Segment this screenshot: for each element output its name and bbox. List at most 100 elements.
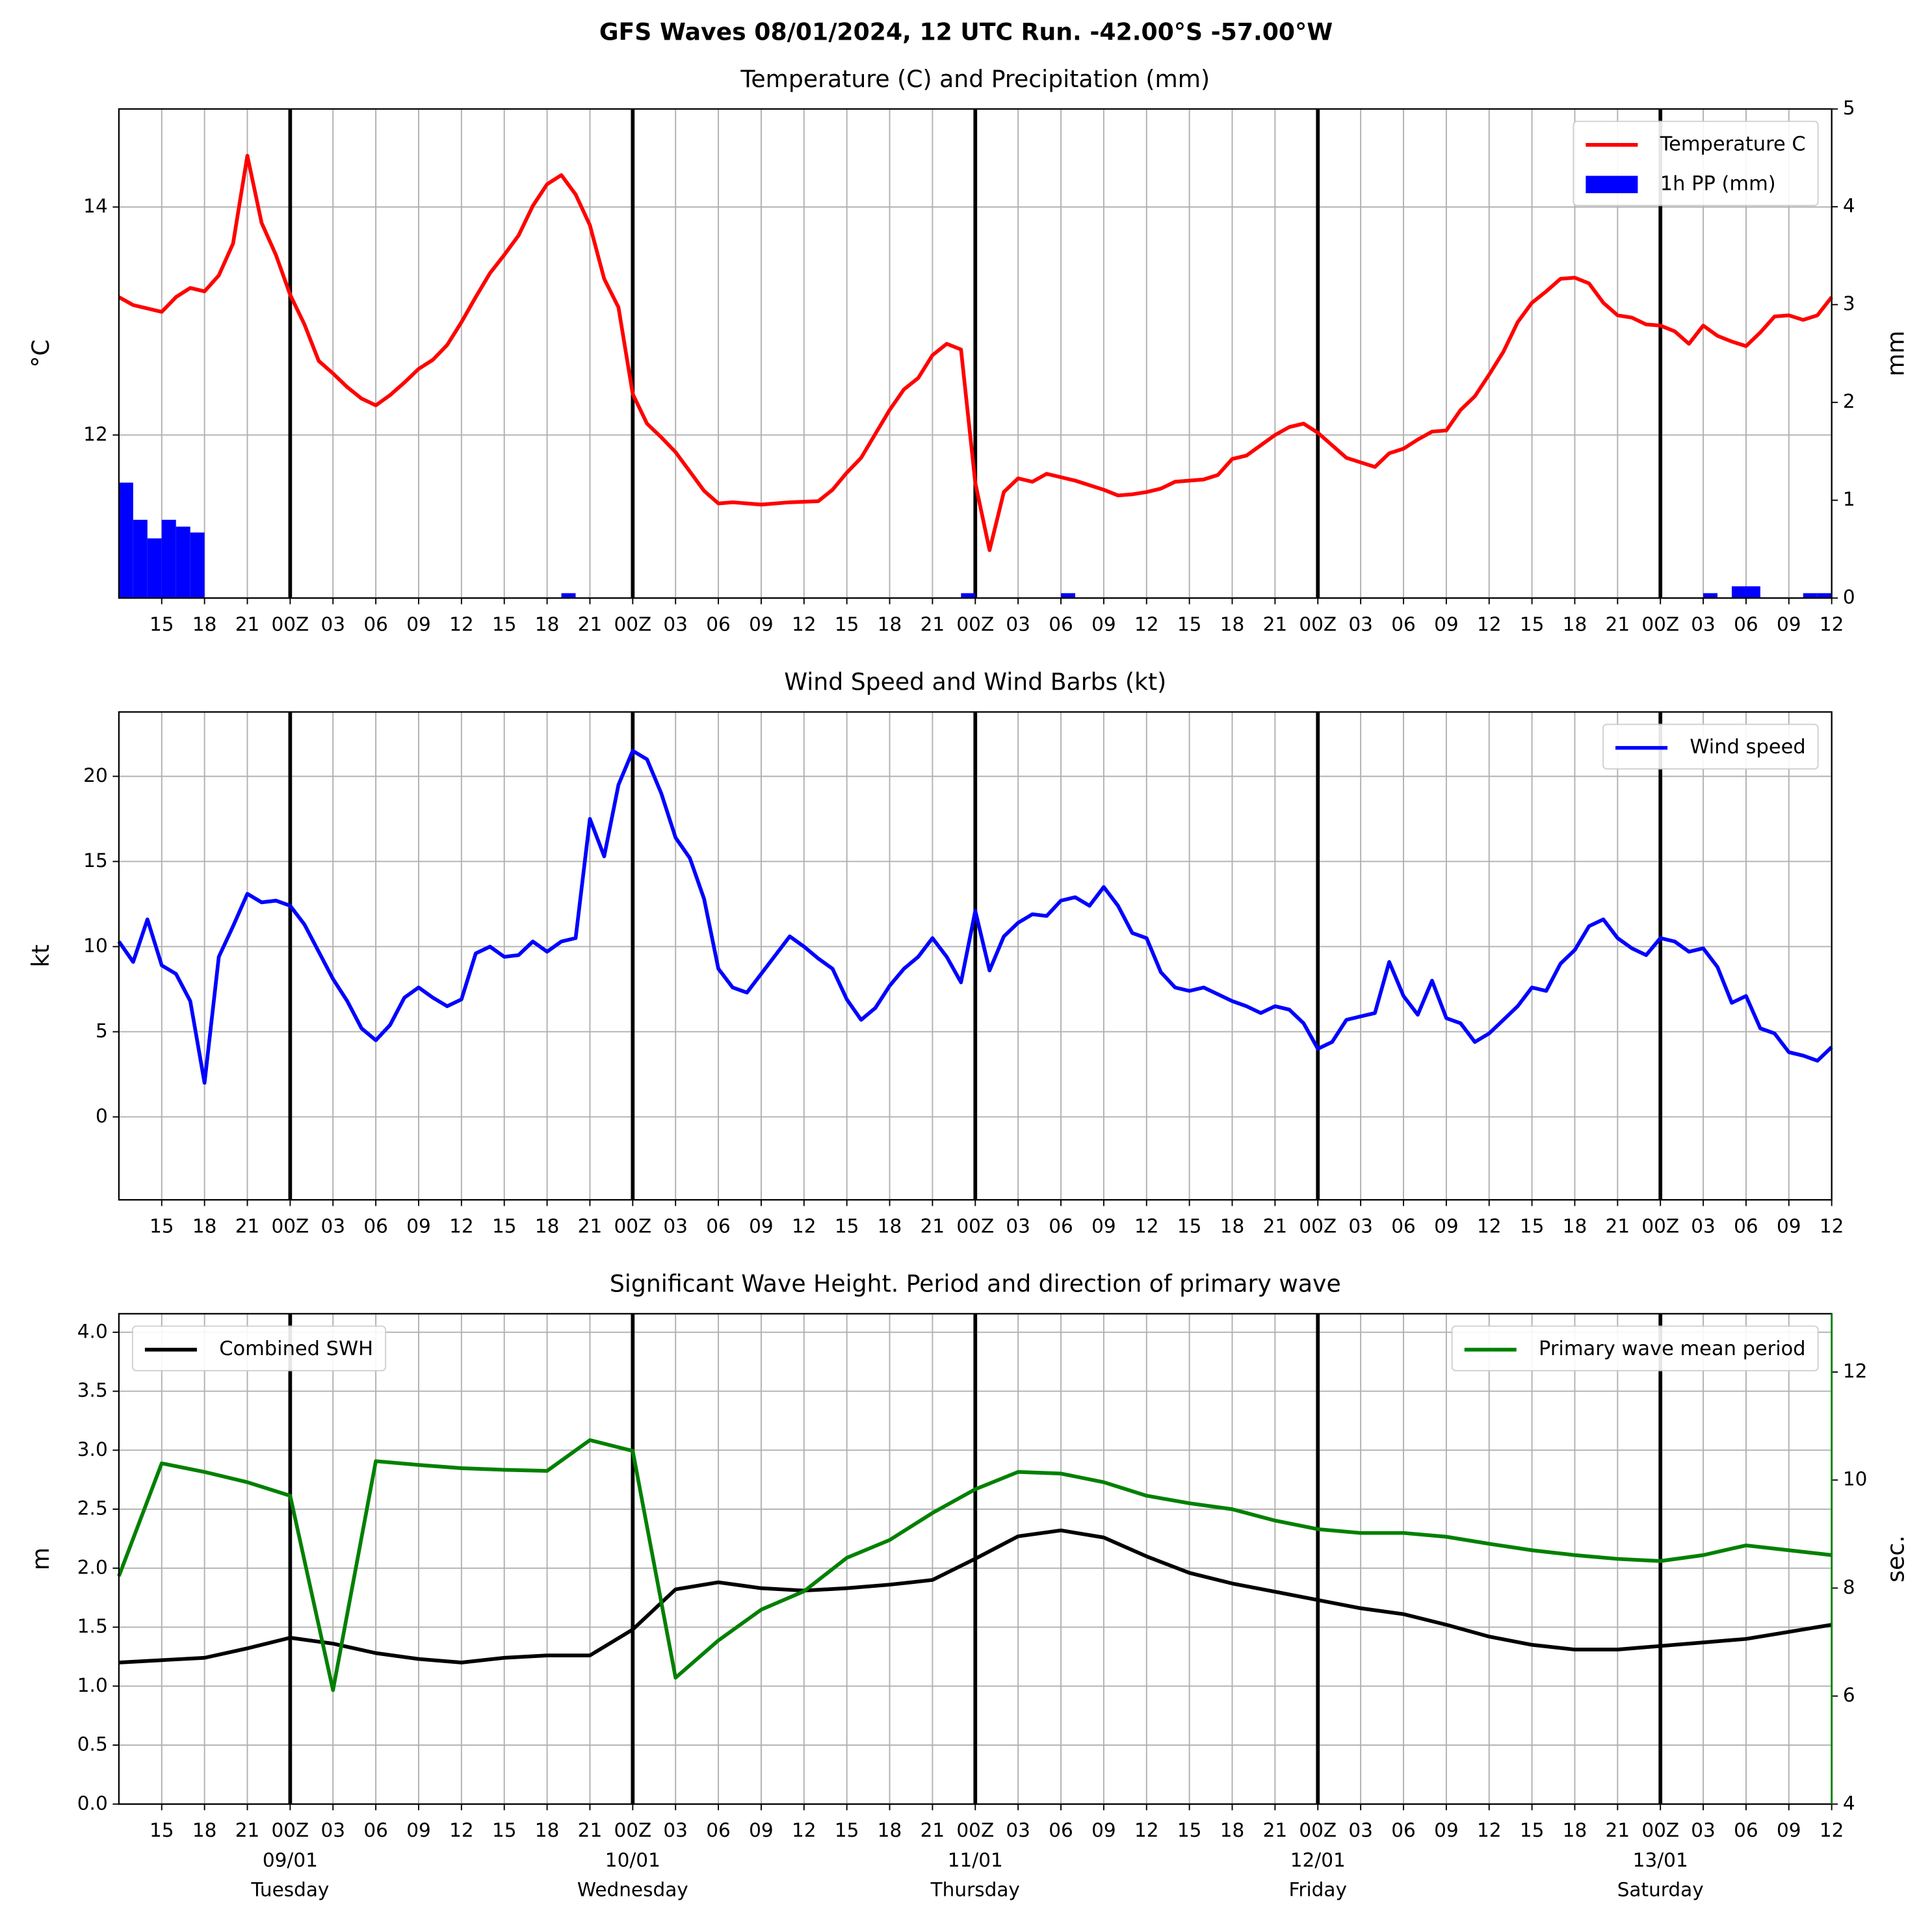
chart-title: Temperature (C) and Precipitation (mm) [740, 65, 1210, 93]
chart-title: Significant Wave Height. Period and dire… [610, 1270, 1341, 1298]
x-tick-label: 00Z [1299, 1215, 1337, 1237]
bar [147, 538, 162, 599]
legend-box [1451, 1325, 1819, 1371]
x-tick-label: 15 [835, 1215, 859, 1237]
date-label: 12/01 [1290, 1849, 1346, 1871]
x-tick-label: 06 [363, 614, 388, 636]
legend-label: Temperature C [1660, 133, 1806, 155]
x-tick-label: 15 [1520, 614, 1545, 636]
x-tick-label: 00Z [956, 614, 994, 636]
y-tick-label: 0.5 [77, 1733, 108, 1755]
x-tick-label: 03 [1348, 1215, 1373, 1237]
x-tick-label: 09 [406, 614, 431, 636]
x-tick-label: 06 [1049, 614, 1073, 636]
y-tick-label: 3.0 [77, 1438, 108, 1460]
x-tick-label: 21 [920, 1215, 945, 1237]
x-tick-label: 09 [406, 1215, 431, 1237]
y2-tick-label: 12 [1843, 1360, 1868, 1382]
x-tick-label: 12 [1134, 1819, 1159, 1841]
x-tick-label: 00Z [614, 614, 651, 636]
legend-label: Combined SWH [219, 1338, 373, 1360]
y-axis-label: °C [27, 339, 55, 367]
series-line [117, 1438, 1833, 1692]
y2-tick-label: 1 [1843, 488, 1855, 510]
x-tick-label: 18 [535, 1215, 560, 1237]
x-tick-label: 12 [1820, 1819, 1844, 1841]
x-tick-label: 18 [192, 1215, 217, 1237]
x-tick-label: 03 [320, 1819, 345, 1841]
x-tick-label: 21 [1263, 614, 1288, 636]
x-tick-label: 18 [535, 614, 560, 636]
y2-tick-label: 0 [1843, 586, 1855, 608]
x-tick-label: 09 [1434, 614, 1459, 636]
day-label: Saturday [1617, 1879, 1704, 1901]
y2-tick-label: 6 [1843, 1684, 1855, 1706]
y2-tick-label: 5 [1843, 97, 1855, 119]
legend-box [131, 1325, 387, 1371]
x-tick-label: 12 [1477, 614, 1502, 636]
x-tick-label: 15 [492, 1819, 517, 1841]
y-tick-label: 14 [83, 195, 108, 217]
x-tick-label: 15 [1177, 614, 1202, 636]
x-tick-label: 21 [235, 1215, 260, 1237]
x-tick-label: 18 [1220, 1215, 1245, 1237]
x-tick-label: 06 [1049, 1819, 1073, 1841]
y2-tick-label: 4 [1843, 1792, 1855, 1814]
x-tick-label: 00Z [271, 1215, 309, 1237]
y2-tick-label: 4 [1843, 195, 1855, 217]
x-tick-label: 06 [1049, 1215, 1073, 1237]
x-tick-label: 06 [706, 1819, 731, 1841]
x-tick-label: 00Z [956, 1819, 994, 1841]
plot-frame [118, 711, 1833, 1201]
x-tick-label: 15 [150, 1819, 174, 1841]
y-tick-label: 12 [83, 423, 108, 445]
x-tick-label: 12 [449, 1215, 474, 1237]
x-tick-label: 12 [1477, 1215, 1502, 1237]
x-tick-label: 00Z [1299, 1819, 1337, 1841]
x-tick-label: 03 [1006, 614, 1030, 636]
series-line [118, 153, 1833, 552]
x-tick-label: 18 [1563, 614, 1587, 636]
x-tick-label: 03 [320, 614, 345, 636]
bar [961, 593, 976, 599]
x-tick-label: 21 [1606, 1215, 1630, 1237]
x-tick-label: 15 [1177, 1215, 1202, 1237]
x-tick-label: 21 [1606, 614, 1630, 636]
x-tick-label: 18 [878, 1819, 902, 1841]
x-tick-label: 15 [492, 1215, 517, 1237]
x-tick-label: 09 [406, 1819, 431, 1841]
x-tick-label: 03 [1691, 1215, 1716, 1237]
x-tick-label: 15 [150, 614, 174, 636]
x-tick-label: 18 [192, 1819, 217, 1841]
x-tick-label: 15 [1520, 1819, 1545, 1841]
bar [1745, 586, 1760, 599]
x-tick-label: 00Z [956, 1215, 994, 1237]
x-tick-label: 21 [1263, 1819, 1288, 1841]
date-label: 13/01 [1633, 1849, 1688, 1871]
x-tick-label: 15 [835, 614, 859, 636]
x-tick-label: 09 [1777, 614, 1801, 636]
x-tick-label: 18 [878, 614, 902, 636]
day-label: Wednesday [577, 1879, 688, 1901]
x-tick-label: 21 [1263, 1215, 1288, 1237]
x-tick-label: 03 [1006, 1819, 1030, 1841]
y2-tick-label: 8 [1843, 1576, 1855, 1598]
x-tick-label: 18 [535, 1819, 560, 1841]
x-tick-label: 00Z [271, 614, 309, 636]
y-tick-label: 3.5 [77, 1379, 108, 1401]
x-tick-label: 09 [1434, 1215, 1459, 1237]
x-tick-label: 12 [449, 1819, 474, 1841]
y-tick-label: 0.0 [77, 1792, 108, 1814]
x-tick-label: 03 [663, 614, 688, 636]
x-tick-label: 18 [1563, 1819, 1587, 1841]
bar [1731, 586, 1746, 599]
x-tick-label: 03 [1006, 1215, 1030, 1237]
x-tick-label: 00Z [614, 1215, 651, 1237]
x-tick-label: 12 [792, 614, 816, 636]
legend-label: 1h PP (mm) [1660, 172, 1776, 195]
bar [190, 532, 205, 599]
x-tick-label: 09 [1091, 1819, 1116, 1841]
y-axis-label: m [27, 1547, 55, 1570]
x-tick-label: 00Z [1641, 1819, 1679, 1841]
